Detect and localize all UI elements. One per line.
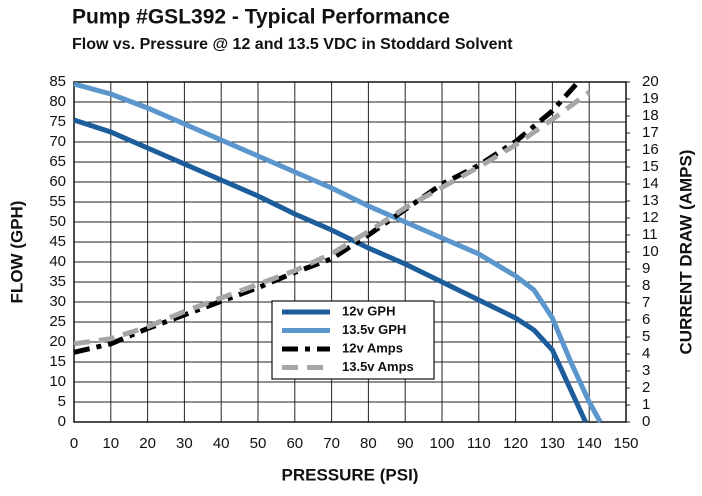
y2-tick-label: 17 [642,124,659,141]
y-tick-label: 40 [49,253,66,270]
y2-tick-label: 13 [642,192,659,209]
chart-title: Pump #GSL392 - Typical Performance [72,6,450,29]
y2-tick-label: 16 [642,141,659,158]
y-tick-label: 30 [49,293,66,310]
series-line [73,80,581,355]
x-tick-label: 20 [139,435,156,452]
y-tick-label: 35 [49,273,66,290]
y2-axis-label: CURRENT DRAW (AMPS) [676,150,695,355]
y2-tick-label: 20 [642,73,659,90]
y-tick-label: 55 [49,193,66,210]
y-axis-label: FLOW (GPH) [7,201,26,304]
series-line [73,117,588,424]
x-tick-label: 110 [467,435,491,452]
y2-tick-label: 12 [642,209,659,226]
y2-tick-label: 19 [642,90,659,107]
y-tick-label: 70 [49,133,66,150]
y-tick-label: 60 [49,173,66,190]
y-tick-label: 10 [49,373,66,390]
x-tick-label: 130 [540,435,565,452]
y2-tick-label: 11 [642,226,658,243]
x-tick-label: 100 [429,435,454,452]
y-tick-label: 15 [49,353,66,370]
x-tick-label: 150 [613,435,638,452]
y-tick-label: 65 [49,153,66,170]
x-tick-label: 40 [213,435,230,452]
y-tick-label: 75 [49,113,66,130]
chart-subtitle: Flow vs. Pressure @ 12 and 13.5 VDC in S… [72,36,513,53]
y-tick-label: 45 [49,233,66,250]
x-tick-label: 60 [286,435,303,452]
y-tick-label: 20 [49,333,66,350]
x-tick-label: 30 [176,435,193,452]
y2-tick-label: 18 [642,107,659,124]
x-tick-label: 0 [70,435,78,452]
legend-label: 12v Amps [342,340,403,355]
y2-tick-label: 3 [642,362,650,379]
y2-tick-label: 6 [642,311,650,328]
y2-tick-label: 7 [642,294,650,311]
y-tick-label: 5 [58,393,66,410]
y2-tick-label: 1 [642,396,650,413]
y2-tick-label: 0 [642,413,650,430]
x-tick-label: 80 [360,435,377,452]
y-tick-label: 80 [49,93,66,110]
x-tick-label: 120 [503,435,528,452]
x-tick-label: 10 [102,435,119,452]
y2-tick-label: 9 [642,260,650,277]
plot-frame [73,81,627,423]
series-line [73,90,591,347]
y2-tick-label: 8 [642,277,650,294]
y2-tick-label: 14 [642,175,659,192]
x-tick-label: 140 [577,435,602,452]
legend-label: 13.5v Amps [342,359,414,374]
y2-tick-label: 4 [642,345,650,362]
x-tick-label: 90 [397,435,414,452]
legend-label: 13.5v GPH [342,322,406,337]
y-tick-label: 25 [49,313,66,330]
y2-tick-label: 10 [642,243,659,260]
x-tick-label: 70 [323,435,340,452]
x-axis-label: PRESSURE (PSI) [282,465,419,484]
y2-tick-label: 2 [642,379,650,396]
series-line [73,81,603,424]
y-tick-label: 50 [49,213,66,230]
y2-tick-label: 15 [642,158,659,175]
y-tick-label: 0 [58,413,66,430]
y2-tick-label: 5 [642,328,650,345]
legend-label: 12v GPH [342,303,395,318]
y-tick-label: 85 [49,73,66,90]
x-tick-label: 50 [250,435,267,452]
